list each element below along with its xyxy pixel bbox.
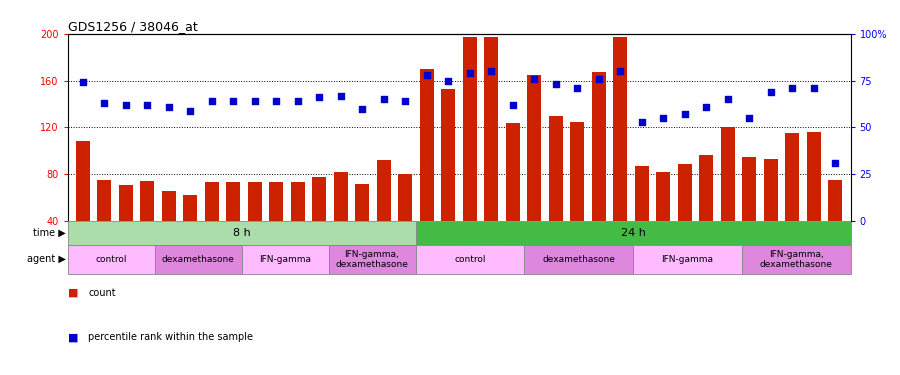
- Bar: [140, 181, 154, 221]
- Bar: [721, 128, 735, 221]
- Bar: [68, 245, 155, 274]
- Point: [721, 96, 735, 102]
- Point: [764, 89, 778, 95]
- Bar: [97, 180, 111, 221]
- Point: [76, 80, 90, 86]
- Point: [527, 76, 542, 82]
- Bar: [419, 69, 434, 221]
- Bar: [312, 177, 326, 221]
- Point: [484, 68, 499, 74]
- Text: 8 h: 8 h: [232, 228, 250, 238]
- Bar: [656, 172, 670, 221]
- Bar: [592, 72, 606, 221]
- Point: [785, 85, 799, 91]
- Bar: [441, 89, 455, 221]
- Point: [742, 115, 757, 121]
- Point: [570, 85, 584, 91]
- Bar: [226, 182, 240, 221]
- Bar: [76, 141, 89, 221]
- Point: [463, 70, 477, 76]
- Bar: [356, 183, 369, 221]
- Point: [376, 96, 391, 102]
- Text: IFN-gamma: IFN-gamma: [259, 255, 311, 264]
- Bar: [807, 132, 821, 221]
- Point: [355, 106, 369, 112]
- Text: count: count: [88, 288, 116, 297]
- Point: [699, 104, 714, 110]
- Text: control: control: [95, 255, 127, 264]
- Bar: [377, 160, 391, 221]
- Point: [613, 68, 627, 74]
- Text: IFN-gamma,
dexamethasone: IFN-gamma, dexamethasone: [336, 250, 409, 269]
- Bar: [416, 245, 524, 274]
- Bar: [398, 174, 412, 221]
- Bar: [241, 245, 328, 274]
- Text: time ▶: time ▶: [33, 228, 66, 238]
- Text: IFN-gamma,
dexamethasone: IFN-gamma, dexamethasone: [760, 250, 833, 269]
- Bar: [204, 182, 219, 221]
- Point: [441, 78, 455, 84]
- Point: [634, 119, 649, 125]
- Text: percentile rank within the sample: percentile rank within the sample: [88, 333, 253, 342]
- Bar: [506, 123, 520, 221]
- Bar: [183, 195, 197, 221]
- Bar: [416, 221, 850, 245]
- Bar: [549, 116, 562, 221]
- Bar: [571, 122, 584, 221]
- Point: [312, 94, 327, 100]
- Bar: [786, 133, 799, 221]
- Point: [656, 115, 670, 121]
- Text: control: control: [454, 255, 486, 264]
- Bar: [463, 37, 477, 221]
- Point: [204, 98, 219, 104]
- Bar: [613, 37, 627, 221]
- Text: IFN-gamma: IFN-gamma: [662, 255, 714, 264]
- Bar: [269, 182, 284, 221]
- Point: [828, 160, 842, 166]
- Bar: [742, 245, 850, 274]
- Point: [678, 111, 692, 117]
- Text: dexamethasone: dexamethasone: [162, 255, 234, 264]
- Text: agent ▶: agent ▶: [27, 254, 66, 264]
- Point: [140, 102, 154, 108]
- Point: [806, 85, 821, 91]
- Point: [226, 98, 240, 104]
- Bar: [699, 156, 714, 221]
- Bar: [334, 172, 347, 221]
- Bar: [248, 182, 262, 221]
- Text: ■: ■: [68, 288, 78, 297]
- Bar: [524, 245, 633, 274]
- Text: dexamethasone: dexamethasone: [542, 255, 615, 264]
- Point: [97, 100, 112, 106]
- Text: 24 h: 24 h: [621, 228, 645, 238]
- Point: [398, 98, 412, 104]
- Bar: [634, 166, 649, 221]
- Bar: [328, 245, 416, 274]
- Point: [334, 93, 348, 99]
- Bar: [68, 221, 416, 245]
- Bar: [678, 164, 692, 221]
- Bar: [484, 37, 499, 221]
- Bar: [764, 159, 778, 221]
- Bar: [162, 190, 176, 221]
- Point: [419, 72, 434, 78]
- Point: [291, 98, 305, 104]
- Point: [161, 104, 176, 110]
- Text: ■: ■: [68, 333, 78, 342]
- Point: [119, 102, 133, 108]
- Point: [269, 98, 284, 104]
- Bar: [633, 245, 742, 274]
- Bar: [155, 245, 241, 274]
- Bar: [527, 75, 541, 221]
- Point: [549, 81, 563, 87]
- Bar: [742, 157, 756, 221]
- Text: GDS1256 / 38046_at: GDS1256 / 38046_at: [68, 20, 197, 33]
- Bar: [829, 180, 842, 221]
- Point: [248, 98, 262, 104]
- Bar: [119, 185, 132, 221]
- Point: [183, 108, 197, 114]
- Point: [506, 102, 520, 108]
- Point: [591, 76, 606, 82]
- Bar: [291, 182, 305, 221]
